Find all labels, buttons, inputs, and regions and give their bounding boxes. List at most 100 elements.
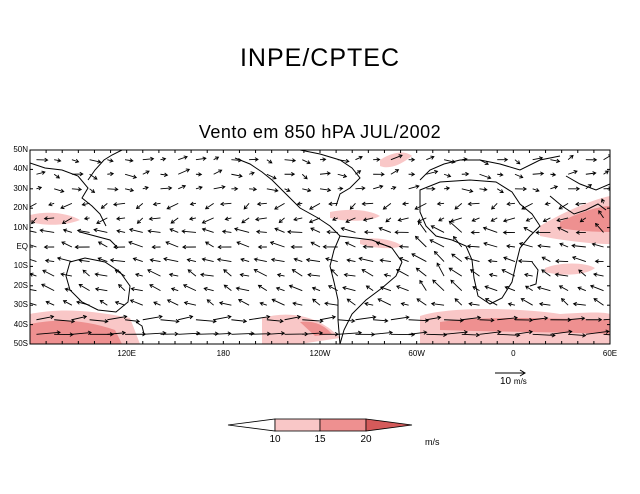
wind-vector bbox=[235, 286, 250, 292]
wind-vector bbox=[94, 287, 108, 292]
wind-vector bbox=[438, 217, 445, 222]
wind-vector bbox=[31, 217, 37, 225]
wind-vector bbox=[571, 255, 586, 262]
wind-vector bbox=[593, 298, 604, 306]
wind-vector bbox=[107, 187, 119, 192]
wind-vector bbox=[443, 159, 456, 164]
wind-vector bbox=[544, 201, 551, 206]
wind-vector bbox=[254, 216, 267, 222]
wind-vector bbox=[89, 319, 109, 324]
wind-vector bbox=[390, 169, 400, 175]
wind-vector bbox=[603, 333, 610, 336]
wind-vector bbox=[296, 201, 303, 206]
wind-vector bbox=[361, 269, 374, 277]
wind-vector bbox=[502, 217, 516, 223]
wind-vector bbox=[89, 188, 96, 194]
wind-vector bbox=[160, 186, 173, 191]
wind-vector bbox=[76, 228, 90, 234]
reference-vector-arrow bbox=[495, 369, 526, 377]
wind-vector bbox=[461, 315, 482, 321]
wind-vector bbox=[301, 173, 308, 180]
wind-vector bbox=[249, 187, 258, 192]
wind-vector bbox=[186, 258, 197, 263]
wind-vector bbox=[568, 333, 587, 338]
wind-vector bbox=[594, 222, 604, 233]
colorbar-label-20: 20 bbox=[360, 434, 372, 445]
wind-vector bbox=[54, 319, 76, 324]
wind-vector bbox=[124, 173, 138, 179]
wind-vector bbox=[408, 330, 428, 335]
wind-vector bbox=[284, 315, 302, 321]
wind-vector bbox=[532, 316, 549, 321]
wind-vector bbox=[340, 226, 356, 233]
wind-vector bbox=[54, 188, 65, 193]
wind-vector bbox=[520, 298, 533, 306]
wind-vector bbox=[378, 226, 392, 233]
wind-vector bbox=[160, 331, 179, 337]
wind-vector bbox=[419, 279, 427, 291]
wind-vector bbox=[503, 256, 516, 262]
wind-vector bbox=[136, 217, 144, 224]
wind-vector bbox=[82, 269, 90, 277]
lat-label: 20N bbox=[13, 203, 28, 213]
wind-vector bbox=[593, 272, 604, 277]
wind-vector bbox=[182, 244, 196, 250]
wind-vector bbox=[302, 159, 311, 165]
wind-vector bbox=[415, 267, 427, 277]
wind-vector bbox=[204, 241, 214, 248]
wind-vector bbox=[60, 202, 73, 210]
wind-vector bbox=[130, 286, 143, 292]
wind-vector bbox=[400, 302, 409, 307]
wind-vector bbox=[201, 217, 214, 224]
wind-vector bbox=[93, 228, 108, 233]
lon-label: 120W bbox=[309, 349, 331, 358]
wind-vector bbox=[30, 230, 37, 233]
wind-vector bbox=[603, 318, 610, 321]
wind-vector bbox=[426, 186, 436, 191]
wind-vector bbox=[308, 217, 321, 224]
wind-vector bbox=[514, 186, 528, 192]
wind-vector bbox=[468, 301, 480, 307]
wind-vector bbox=[178, 184, 187, 190]
wind-vector bbox=[276, 273, 285, 278]
wind-vector bbox=[153, 301, 161, 306]
wind-vector bbox=[129, 299, 143, 306]
lat-label: 10S bbox=[13, 261, 28, 271]
wind-vector bbox=[284, 172, 296, 177]
wind-vector bbox=[342, 285, 356, 292]
lat-label: 30N bbox=[13, 183, 28, 193]
wind-vector bbox=[514, 329, 534, 335]
wind-vector bbox=[532, 156, 544, 161]
wind-vector bbox=[107, 171, 115, 177]
wind-vector bbox=[310, 241, 321, 248]
wind-vector bbox=[224, 216, 232, 221]
wind-vector bbox=[538, 301, 551, 307]
wind-vector bbox=[430, 225, 445, 233]
wind-vector bbox=[345, 217, 356, 223]
wind-vector bbox=[471, 217, 480, 222]
wind-vector bbox=[426, 332, 448, 337]
wind-vector bbox=[472, 286, 480, 292]
lat-label: 30S bbox=[13, 300, 28, 310]
wind-vector bbox=[327, 285, 338, 292]
wind-vector bbox=[274, 202, 285, 210]
colorbar-unit: m/s bbox=[425, 437, 440, 447]
wind-vector bbox=[332, 216, 338, 221]
wind-vector bbox=[330, 268, 339, 277]
wind-vector bbox=[204, 202, 214, 210]
wind-vector bbox=[305, 257, 321, 263]
wind-vector bbox=[187, 269, 197, 277]
wind-vector bbox=[398, 244, 409, 249]
wind-vector bbox=[163, 257, 179, 262]
wind-vector bbox=[556, 217, 569, 223]
wind-vector bbox=[433, 250, 445, 262]
wind-vector bbox=[213, 169, 223, 175]
wind-vector bbox=[178, 168, 191, 175]
wind-vector bbox=[452, 235, 463, 248]
wind-vector bbox=[518, 242, 533, 248]
wind-vector bbox=[603, 170, 610, 175]
wind-vector bbox=[358, 256, 374, 262]
lat-label: EQ bbox=[16, 242, 28, 251]
wind-vector bbox=[112, 202, 126, 207]
